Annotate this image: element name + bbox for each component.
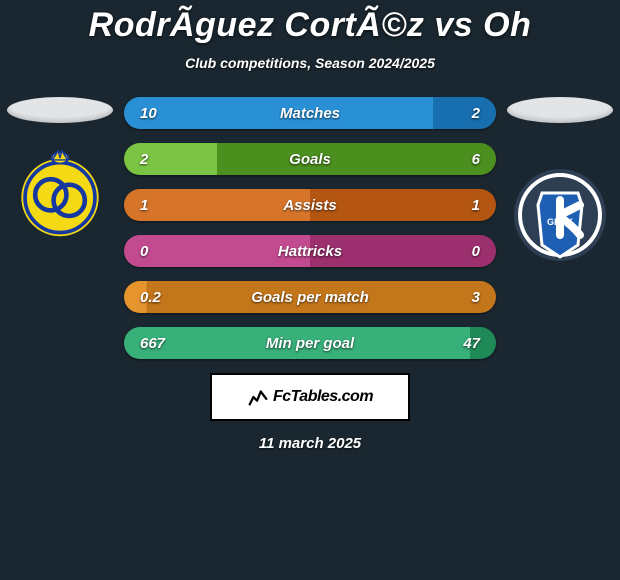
stat-left-value: 0.2 [140, 289, 170, 306]
source-label: FcTables.com [273, 388, 373, 406]
svg-text:GENK: GENK [547, 217, 574, 227]
right-side: GENK [500, 97, 620, 269]
stat-label: Goals [124, 151, 496, 168]
stat-bars: 10 Matches 2 2 Goals 6 1 Assists 1 0 Hat… [120, 97, 500, 359]
stat-left-value: 10 [140, 105, 170, 122]
page-title: RodrÃ­guez CortÃ©z vs Oh [0, 0, 620, 45]
stat-left-value: 1 [140, 197, 170, 214]
team-crest-right: GENK [510, 161, 610, 269]
stat-bar: 0.2 Goals per match 3 [124, 281, 496, 313]
stat-left-value: 2 [140, 151, 170, 168]
stat-bar: 2 Goals 6 [124, 143, 496, 175]
stat-label: Matches [124, 105, 496, 122]
stat-right-value: 1 [450, 197, 480, 214]
stat-bar: 667 Min per goal 47 [124, 327, 496, 359]
stat-left-value: 0 [140, 243, 170, 260]
stat-right-value: 6 [450, 151, 480, 168]
subtitle: Club competitions, Season 2024/2025 [0, 55, 620, 71]
fctables-logo-icon [247, 386, 269, 408]
stat-right-value: 3 [450, 289, 480, 306]
stat-right-value: 2 [450, 105, 480, 122]
stat-right-value: 0 [450, 243, 480, 260]
date-label: 11 march 2025 [0, 435, 620, 452]
team-crest-left [14, 147, 106, 239]
player-silhouette-left [7, 97, 113, 123]
stat-bar: 0 Hattricks 0 [124, 235, 496, 267]
stat-bar: 1 Assists 1 [124, 189, 496, 221]
source-attribution: FcTables.com [210, 373, 410, 421]
comparison-layout: 10 Matches 2 2 Goals 6 1 Assists 1 0 Hat… [0, 97, 620, 359]
stat-bar: 10 Matches 2 [124, 97, 496, 129]
stat-left-value: 667 [140, 335, 170, 352]
stat-label: Min per goal [124, 335, 496, 352]
stat-label: Hattricks [124, 243, 496, 260]
stat-label: Assists [124, 197, 496, 214]
stat-label: Goals per match [124, 289, 496, 306]
stat-right-value: 47 [450, 335, 480, 352]
left-side [0, 97, 120, 239]
player-silhouette-right [507, 97, 613, 123]
